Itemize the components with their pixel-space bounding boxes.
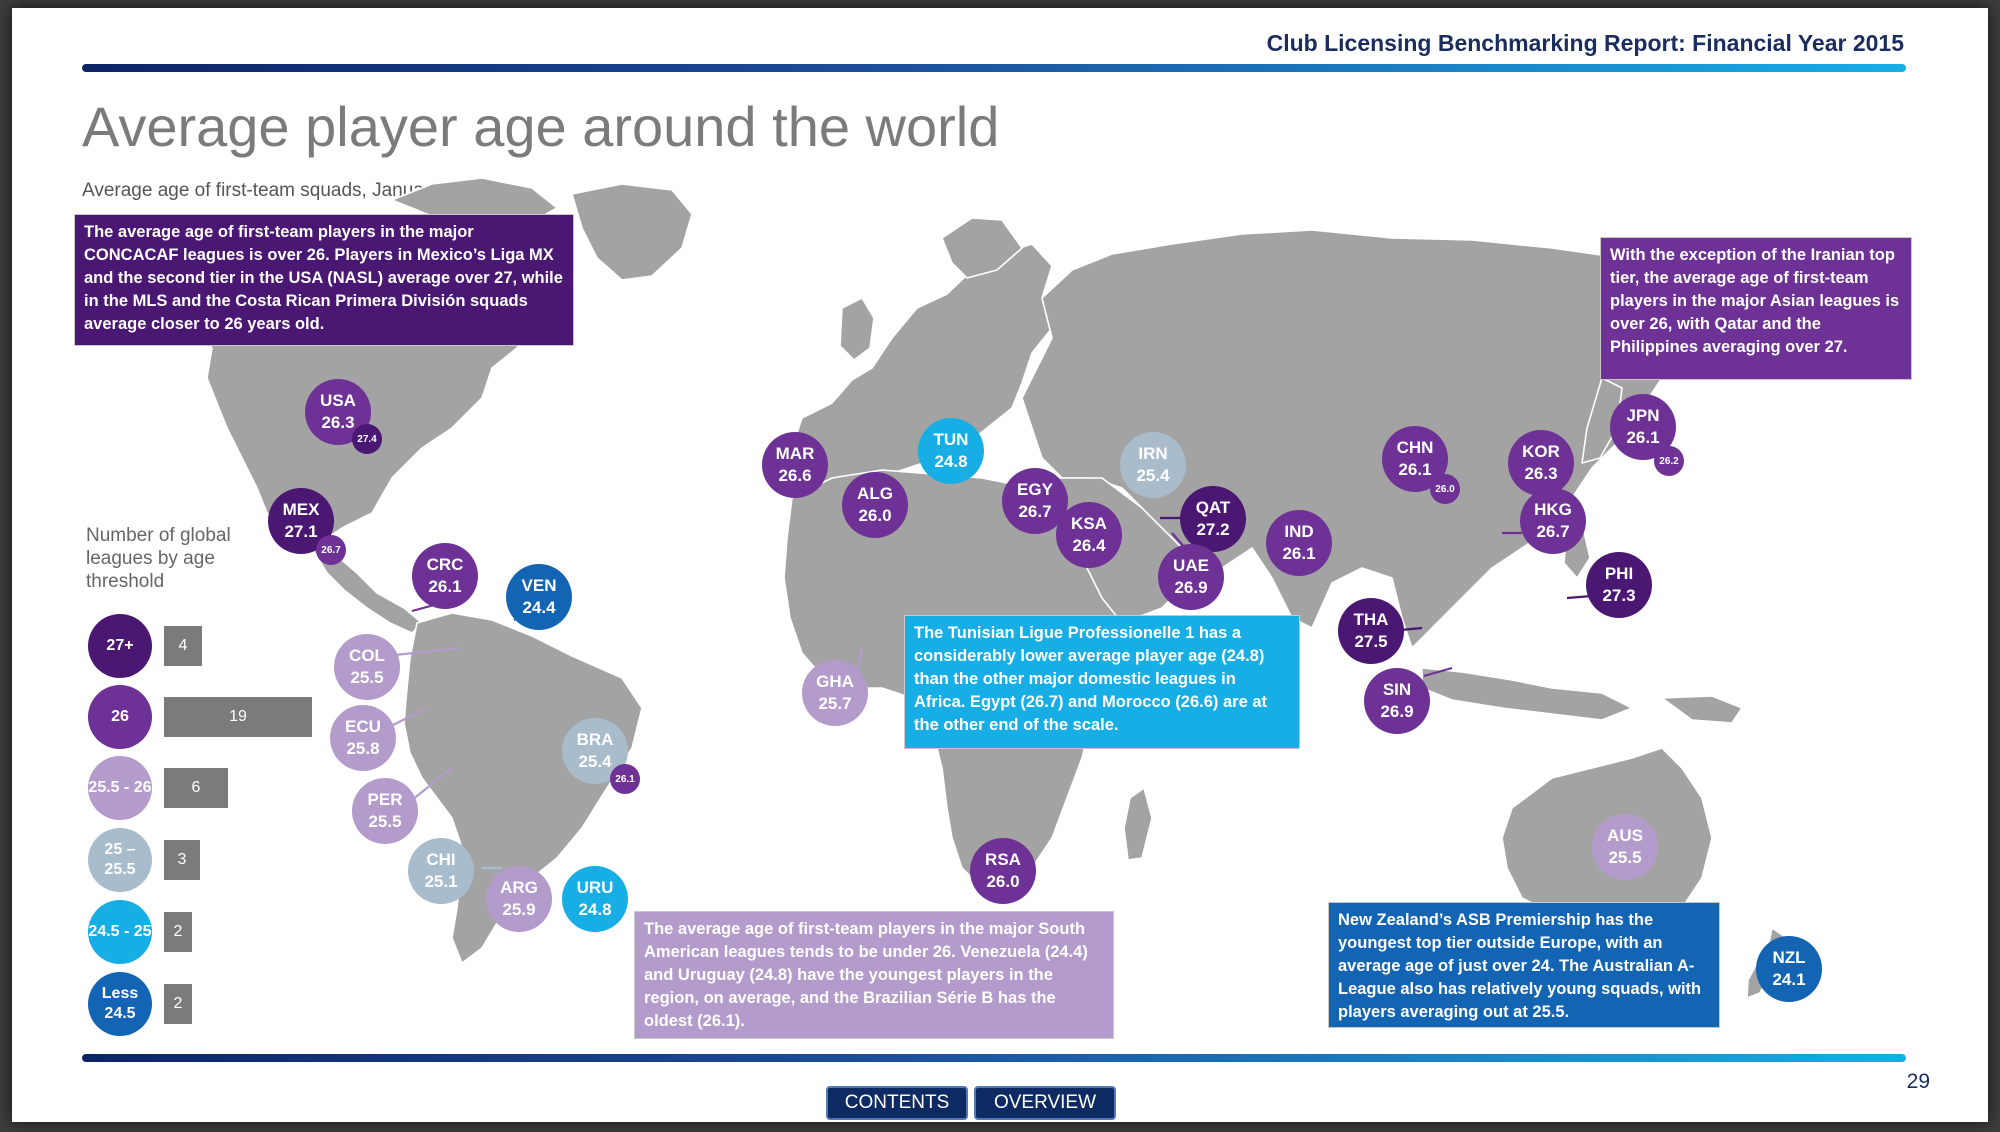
bubble-sin: SIN 26.9 <box>1364 668 1430 734</box>
legend-circle-24-5-25: 24.5 - 25 <box>88 900 152 964</box>
legend-circle-25-5-26: 25.5 - 26 <box>88 756 152 820</box>
bubble-tun: TUN 24.8 <box>918 418 984 484</box>
legend-circle-26: 26 <box>88 685 152 749</box>
slide: Club Licensing Benchmarking Report: Fina… <box>12 8 1988 1122</box>
legend-circle-25-25-5: 25 – 25.5 <box>88 828 152 892</box>
uk-ireland <box>839 297 875 361</box>
page-title: Average player age around the world <box>82 95 1000 158</box>
bubble-mex: MEX 27.1 <box>268 488 334 554</box>
bubble-uae: UAE 26.9 <box>1158 544 1224 610</box>
legend-bar-27-plus: 4 <box>164 626 202 666</box>
indonesia <box>1421 667 1633 721</box>
bubble-chi: CHI 25.1 <box>408 838 474 904</box>
legend-bar-25-5-26: 6 <box>164 768 228 808</box>
bubble-col: COL 25.5 <box>334 634 400 700</box>
madagascar <box>1123 787 1153 861</box>
bubble-mar: MAR 26.6 <box>762 432 828 498</box>
bubble-alg: ALG 26.0 <box>842 472 908 538</box>
oceania-note: New Zealand’s ASB Premiership has the yo… <box>1328 902 1720 1028</box>
bubble-hkg: HKG 26.7 <box>1520 488 1586 554</box>
page-subtitle: Average age of first-team squads, Januar… <box>82 180 488 201</box>
report-title: Club Licensing Benchmarking Report: Fina… <box>1266 30 1904 56</box>
legend-title: Number of global leagues by age threshol… <box>86 525 231 592</box>
top-rule <box>82 64 1906 72</box>
concacaf-note: The average age of first-team players in… <box>74 214 574 346</box>
bottom-rule <box>82 1054 1906 1062</box>
japan <box>1581 377 1623 464</box>
legend-bar-less-24-5: 2 <box>164 984 192 1024</box>
bubble-nzl: NZL 24.1 <box>1756 936 1822 1002</box>
legend-bar-26: 19 <box>164 697 312 737</box>
bubble-ind: IND 26.1 <box>1266 510 1332 576</box>
asia-note: With the exception of the Iranian top ti… <box>1600 237 1912 380</box>
bubble-tha: THA 27.5 <box>1338 598 1404 664</box>
contents-button[interactable]: CONTENTS <box>826 1086 968 1120</box>
greenland <box>571 183 693 281</box>
legend-circle-27-plus: 27+ <box>88 614 152 678</box>
bubble-ecu: ECU 25.8 <box>330 705 396 771</box>
bubble-uru: URU 24.8 <box>562 866 628 932</box>
bubble-per: PER 25.5 <box>352 778 418 844</box>
new-guinea <box>1661 695 1743 724</box>
bubble-irn: IRN 25.4 <box>1120 432 1186 498</box>
bubble-ven: VEN 24.4 <box>506 564 572 630</box>
second-tier-mex: 26.7 <box>316 535 346 565</box>
second-tier-bra: 26.1 <box>610 764 640 794</box>
bubble-kor: KOR 26.3 <box>1508 430 1574 496</box>
bubble-ksa: KSA 26.4 <box>1056 502 1122 568</box>
second-tier-chn: 26.0 <box>1430 474 1460 504</box>
bubble-crc: CRC 26.1 <box>412 543 478 609</box>
page-number: 29 <box>1906 1070 1930 1093</box>
bubble-qat: QAT 27.2 <box>1180 486 1246 552</box>
south-america-note: The average age of first-team players in… <box>634 911 1114 1039</box>
bubble-rsa: RSA 26.0 <box>970 838 1036 904</box>
bubble-aus: AUS 25.5 <box>1592 814 1658 880</box>
second-tier-jpn: 26.2 <box>1654 446 1684 476</box>
legend-bar-24-5-25: 2 <box>164 912 192 952</box>
legend-circle-less-24-5: Less 24.5 <box>88 972 152 1036</box>
legend-bar-25-25-5: 3 <box>164 840 200 880</box>
bubble-gha: GHA 25.7 <box>802 660 868 726</box>
bubble-arg: ARG 25.9 <box>486 866 552 932</box>
africa-note: The Tunisian Ligue Professionelle 1 has … <box>904 615 1300 749</box>
bubble-phi: PHI 27.3 <box>1586 552 1652 618</box>
scandinavia <box>941 217 1023 279</box>
second-tier-usa: 27.4 <box>352 424 382 454</box>
overview-button[interactable]: OVERVIEW <box>974 1086 1116 1120</box>
